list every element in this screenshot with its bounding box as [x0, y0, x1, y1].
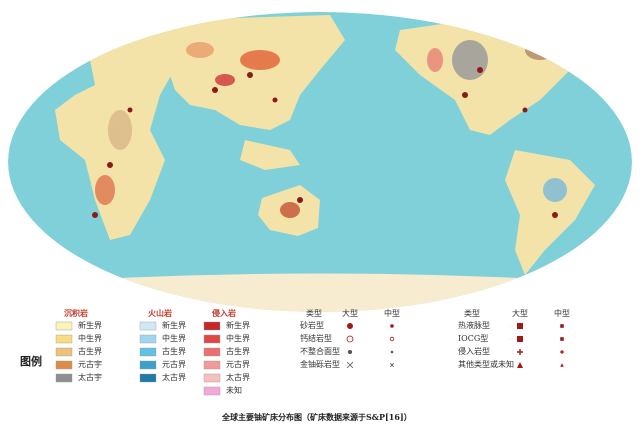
legend-swatch	[55, 347, 73, 357]
legend-swatch	[203, 360, 221, 370]
legend-label: 新生界	[226, 320, 250, 330]
deposit-symbol	[517, 362, 523, 368]
deposit-type: 钙结岩型	[300, 333, 332, 343]
legend-label: 元古界	[162, 359, 186, 369]
legend-swatch	[139, 334, 157, 344]
deposit-symbol	[517, 336, 523, 342]
table-header: 中型	[554, 308, 570, 318]
deposit-symbol	[347, 323, 353, 329]
legend-label: 中生界	[162, 333, 186, 343]
deposit-type: 不整合面型	[300, 346, 340, 356]
continent-asia	[165, 15, 345, 130]
deposit-symbol	[560, 350, 564, 354]
table-header: 中型	[384, 308, 400, 318]
continent-indonesia	[240, 140, 300, 170]
deposit-symbol	[347, 349, 353, 355]
legend-swatch	[139, 347, 157, 357]
deposit-symbol	[517, 349, 523, 355]
deposit-symbol	[389, 362, 395, 368]
deposit-symbol	[517, 323, 523, 329]
legend-label: 元古界	[226, 359, 250, 369]
deposit-type: 热液脉型	[458, 320, 490, 330]
legend-swatch	[139, 360, 157, 370]
table-header: 类型	[306, 308, 322, 318]
legend-swatch	[55, 360, 73, 370]
legend-title: 图例	[20, 354, 42, 368]
legend-label: 新生界	[162, 320, 186, 330]
deposit-type: IOCG型	[458, 334, 488, 343]
deposit-symbol	[560, 363, 564, 367]
deposit-symbol	[560, 324, 564, 328]
legend-label: 太古界	[162, 372, 186, 382]
deposit-symbol	[390, 350, 394, 354]
deposit-symbol	[560, 337, 564, 341]
table-header: 大型	[512, 308, 528, 318]
deposit-type: 金铀砾岩型	[300, 359, 340, 369]
legend-label: 元古宇	[78, 359, 102, 369]
legend-swatch	[203, 347, 221, 357]
legend-swatch	[203, 321, 221, 331]
deposit-type: 砂岩型	[300, 320, 324, 330]
legend-swatch	[203, 373, 221, 383]
legend-label: 新生界	[78, 320, 102, 330]
legend-swatch	[139, 373, 157, 383]
legend-label: 太古宇	[78, 372, 102, 382]
legend-swatch	[139, 321, 157, 331]
legend-swatch	[55, 321, 73, 331]
legend-group-title: 火山岩	[148, 308, 172, 318]
deposit-symbol	[389, 336, 395, 342]
table-header: 大型	[342, 308, 358, 318]
caption: 全球主要铀矿床分布图（矿床数据来源于S&P[16]）	[221, 412, 412, 422]
legend-label: 太古界	[226, 372, 250, 382]
deposit-type: 侵入岩型	[458, 346, 490, 356]
legend-swatch	[203, 386, 221, 396]
deposit-symbol	[346, 335, 354, 343]
deposit-symbol	[346, 361, 354, 369]
legend-label: 未知	[226, 385, 242, 395]
deposit-type: 其他类型或未知	[458, 359, 514, 369]
deposit-symbol	[390, 324, 394, 328]
legend-label: 古生界	[226, 346, 250, 356]
legend-swatch	[203, 334, 221, 344]
legend-swatch	[55, 373, 73, 383]
world-map	[8, 12, 632, 312]
legend-group-title: 沉积岩	[64, 308, 88, 318]
geology-patches	[95, 40, 567, 218]
legend-label: 中生界	[226, 333, 250, 343]
legend-swatch	[55, 334, 73, 344]
table-header: 类型	[464, 308, 480, 318]
legend-label: 古生界	[162, 346, 186, 356]
deposit-markers	[92, 67, 558, 218]
continent-south-america	[505, 150, 595, 275]
legend-label: 古生界	[78, 346, 102, 356]
legend-label: 中生界	[78, 333, 102, 343]
legend-group-title: 侵入岩	[211, 308, 236, 318]
